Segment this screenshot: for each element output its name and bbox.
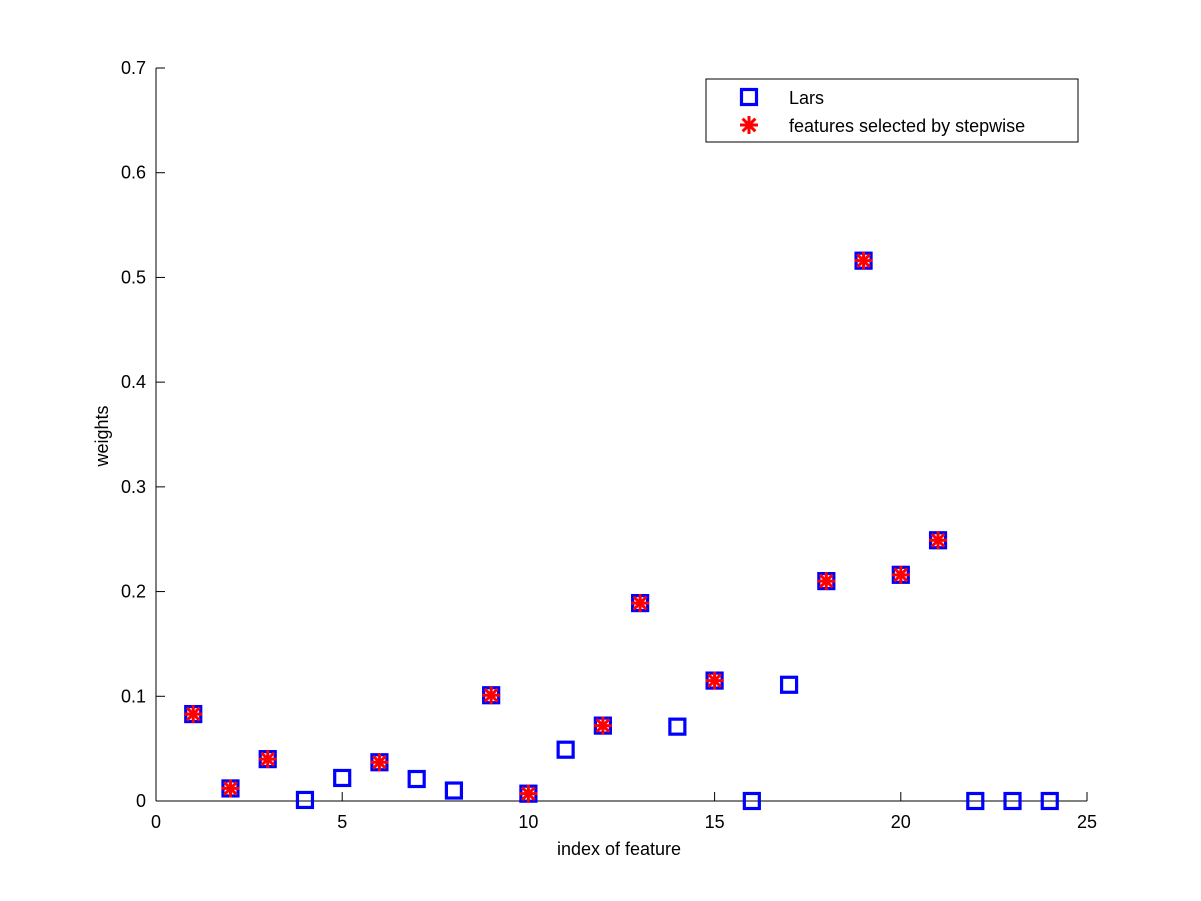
x-tick-label: 5 bbox=[337, 812, 347, 832]
stepwise-point bbox=[817, 572, 836, 591]
legend-label: Lars bbox=[789, 88, 824, 108]
legend-box bbox=[705, 78, 1079, 143]
y-tick-label: 0.1 bbox=[121, 686, 146, 706]
legend-marker-square bbox=[739, 87, 759, 107]
stepwise-point bbox=[221, 779, 240, 798]
asterisk-stroke bbox=[930, 532, 946, 548]
stepwise-point bbox=[593, 716, 612, 735]
ticks: 0 5 10 15 20 25 0 0.1 0.2 0.3 0.4 0.5 0.6 0.7 bbox=[121, 58, 1097, 832]
asterisk-stroke bbox=[818, 573, 834, 589]
y-axis-label: weights bbox=[92, 405, 112, 467]
lars-point bbox=[668, 717, 687, 736]
asterisk-stroke bbox=[595, 718, 611, 734]
stepwise-point bbox=[891, 565, 910, 584]
stepwise-point bbox=[705, 671, 724, 690]
lars-point bbox=[779, 675, 799, 694]
asterisk-stroke bbox=[520, 786, 536, 802]
stepwise-point bbox=[370, 753, 389, 772]
legend-label: features selected by stepwise bbox=[789, 116, 1025, 136]
asterisk-stroke bbox=[856, 253, 871, 269]
x-tick-label: 25 bbox=[1077, 812, 1097, 832]
y-tick-label: 0 bbox=[136, 791, 146, 811]
y-tick-label: 0.4 bbox=[121, 372, 146, 392]
asterisk-stroke bbox=[372, 754, 387, 770]
y-tick-label: 0.7 bbox=[121, 58, 146, 78]
y-tick-label: 0.2 bbox=[121, 582, 146, 602]
asterisk-stroke bbox=[483, 687, 499, 703]
legend: Lars features selected by stepwise bbox=[705, 78, 1079, 143]
x-tick-label: 20 bbox=[891, 812, 911, 832]
asterisk-stroke bbox=[260, 751, 276, 767]
lars-point bbox=[742, 791, 761, 811]
asterisk-stroke bbox=[741, 117, 757, 133]
stepwise-point bbox=[929, 531, 948, 550]
lars-point bbox=[295, 790, 315, 810]
series-2-marks bbox=[184, 251, 948, 803]
data-marks bbox=[184, 251, 1059, 811]
stepwise-point bbox=[631, 594, 650, 613]
x-tick-label: 15 bbox=[705, 812, 725, 832]
asterisk-stroke bbox=[185, 706, 201, 722]
stepwise-point bbox=[519, 784, 538, 803]
x-axis-label: index of feature bbox=[557, 839, 681, 859]
stepwise-point bbox=[184, 705, 203, 724]
x-tick-label: 0 bbox=[151, 812, 161, 832]
asterisk-stroke bbox=[223, 781, 238, 796]
lars-point bbox=[333, 768, 352, 788]
lars-point bbox=[966, 791, 985, 811]
stepwise-point bbox=[854, 251, 873, 270]
asterisk-stroke bbox=[632, 595, 648, 611]
legend-marker-asterisk bbox=[740, 116, 758, 134]
x-tick-label: 10 bbox=[518, 812, 538, 832]
lars-point bbox=[556, 740, 575, 759]
y-tick-label: 0.5 bbox=[121, 267, 146, 287]
stepwise-point bbox=[482, 686, 501, 705]
lars-point bbox=[1003, 791, 1022, 811]
y-tick-label: 0.3 bbox=[121, 477, 146, 497]
lars-point bbox=[407, 769, 426, 789]
stepwise-point bbox=[258, 750, 277, 769]
asterisk-stroke bbox=[707, 673, 723, 689]
asterisk-stroke bbox=[893, 567, 909, 583]
lars-point bbox=[1040, 791, 1059, 811]
y-tick-label: 0.6 bbox=[121, 163, 146, 183]
lars-point bbox=[444, 781, 464, 800]
